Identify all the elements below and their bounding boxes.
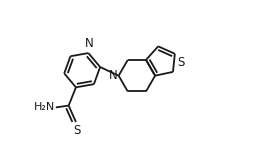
Text: N: N — [108, 69, 117, 82]
Text: N: N — [85, 37, 94, 50]
Text: S: S — [73, 124, 81, 137]
Text: S: S — [177, 56, 185, 69]
Text: H₂N: H₂N — [34, 102, 55, 112]
